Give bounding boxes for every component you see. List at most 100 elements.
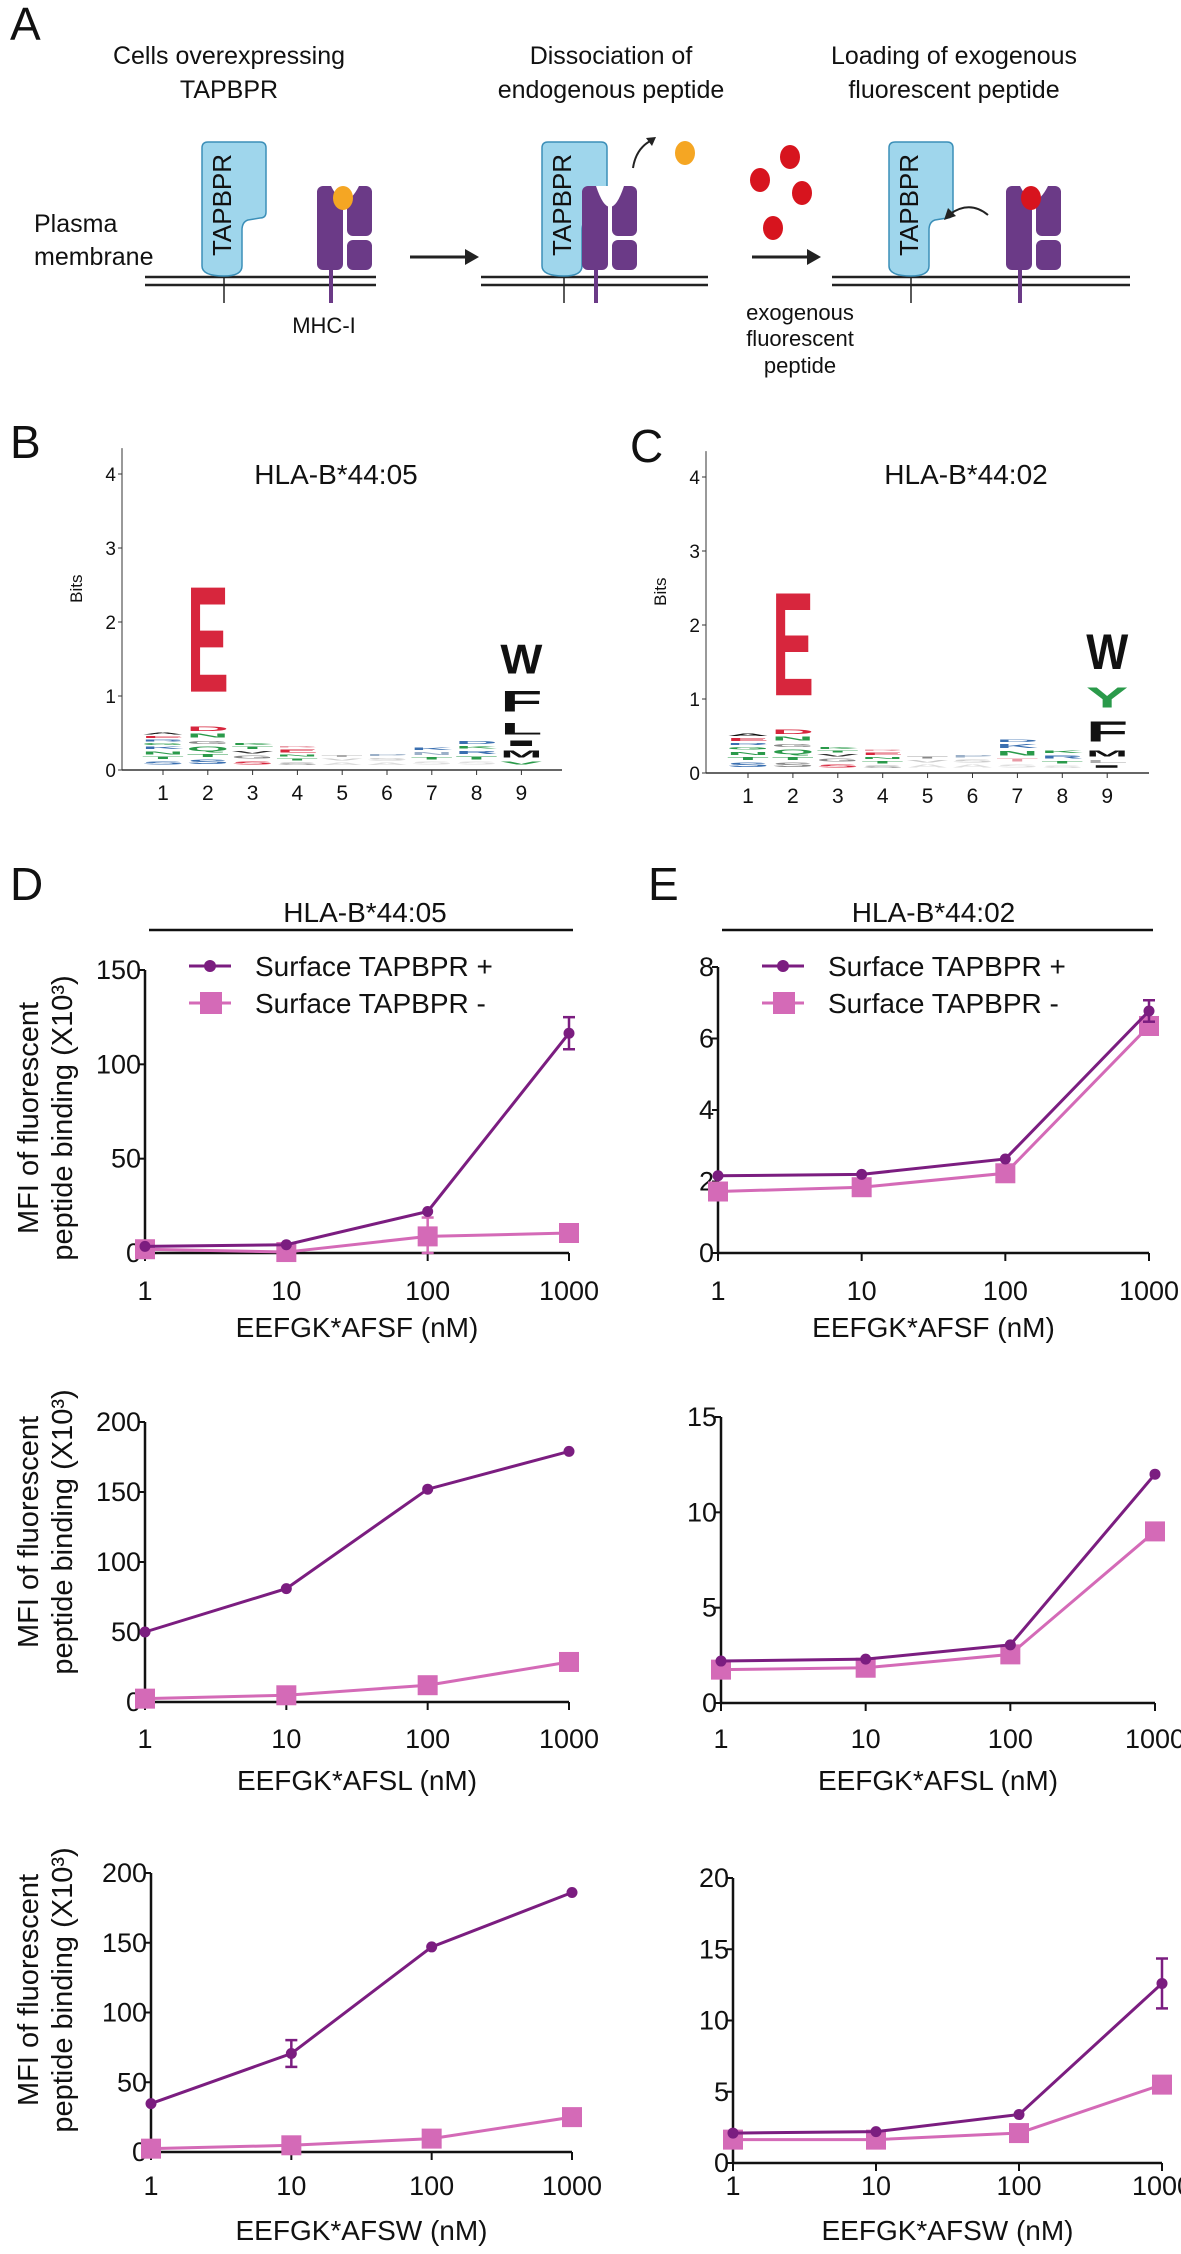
x-tick-label: 100 xyxy=(983,1276,1028,1306)
step3-title-line2: fluorescent peptide xyxy=(848,76,1059,104)
x-tick-label: 10 xyxy=(276,2171,306,2201)
y-axis-label: MFI of fluorescent xyxy=(13,1002,45,1234)
logo-letter: T xyxy=(187,753,229,759)
x-tick-label: 10 xyxy=(271,1724,301,1754)
arrowhead-icon xyxy=(465,249,479,265)
x-tick-label: 100 xyxy=(405,1724,450,1754)
data-point xyxy=(562,2107,582,2128)
y-tick-label: 200 xyxy=(102,1858,147,1888)
x-tick-label: 1 xyxy=(725,2171,740,2201)
data-point xyxy=(139,1240,151,1252)
logo-letter: S xyxy=(862,765,913,769)
data-point xyxy=(708,1181,728,1202)
series-minus xyxy=(723,2074,1172,2150)
y-tick-label: 20 xyxy=(699,1863,729,1893)
legend-label-minus: Surface TAPBPR - xyxy=(828,988,1059,1019)
panel-label-d: D xyxy=(10,858,43,910)
series-line xyxy=(144,1032,571,1248)
x-tick-label: 9 xyxy=(516,782,528,805)
x-tick-label: 2 xyxy=(202,782,214,805)
x-tick-label: 1000 xyxy=(539,1276,599,1306)
data-point xyxy=(1149,1468,1161,1480)
y-tick-label: 0 xyxy=(689,764,700,785)
y-tick-label: 50 xyxy=(111,1617,141,1647)
x-axis-label: EEFGK*AFSL (nM) xyxy=(818,1765,1058,1796)
released-endogenous-peptide xyxy=(675,141,695,165)
logo-letter: D xyxy=(456,740,498,745)
mhc-label: MHC-I xyxy=(292,313,356,338)
x-tick-label: 100 xyxy=(405,1276,450,1306)
logo-letter: V xyxy=(817,754,868,758)
x-tick-label: 4 xyxy=(292,782,304,805)
logo-letter: D xyxy=(187,726,234,733)
logo-letter: K xyxy=(142,746,189,750)
series-line xyxy=(732,1982,1164,2135)
x-tick-label: 100 xyxy=(996,2171,1041,2201)
logo-title: HLA-B*44:02 xyxy=(884,459,1047,490)
mhc-beta2m xyxy=(1036,240,1061,270)
x-tick-label: 1 xyxy=(157,782,169,805)
logo-letter: S xyxy=(232,760,283,766)
panel-a-diagram: Cells overexpressing TAPBPR Dissociation… xyxy=(34,42,1130,378)
logo-letter: L xyxy=(500,720,542,739)
x-tick-label: 1000 xyxy=(539,1724,599,1754)
tapbpr-label: TAPBPR xyxy=(894,154,924,256)
y-tick-label: 6 xyxy=(699,1024,714,1054)
logo-letter: S xyxy=(187,759,229,766)
data-point xyxy=(851,1177,872,1198)
logo-letter: L xyxy=(1086,759,1128,765)
y-tick-label: 0 xyxy=(105,761,116,782)
logo-letter: R xyxy=(727,742,783,746)
series-line xyxy=(720,1530,1156,1672)
panel-label-b: B xyxy=(10,416,41,468)
data-point xyxy=(1152,2074,1172,2095)
series-plus xyxy=(139,1445,575,1638)
logo-letter: S xyxy=(952,758,996,763)
y-axis-label: peptide binding (X10³) xyxy=(47,1847,79,2132)
tapbpr-protein xyxy=(201,141,267,277)
x-tick-label: 100 xyxy=(409,2171,454,2201)
series-minus xyxy=(141,2107,582,2159)
y-tick-label: 0 xyxy=(699,1238,714,1268)
y-tick-label: 100 xyxy=(96,1049,141,1079)
y-axis-label: peptide binding (X10³) xyxy=(47,975,79,1260)
step3-title-line1: Loading of exogenous xyxy=(831,42,1077,70)
logo-letter: K xyxy=(817,747,864,750)
x-tick-label: 1 xyxy=(713,1724,728,1754)
x-axis-label: EEFGK*AFSF (nM) xyxy=(812,1312,1055,1343)
exogenous-peptide xyxy=(763,216,783,240)
data-point xyxy=(559,1223,579,1244)
logo-letter: E xyxy=(187,556,229,725)
data-point xyxy=(422,1483,434,1495)
logo-letter: A xyxy=(321,762,368,766)
legend-label-plus: Surface TAPBPR + xyxy=(828,951,1066,982)
legend-label-plus: Surface TAPBPR + xyxy=(255,951,493,982)
step2-title-line1: Dissociation of xyxy=(530,42,693,70)
logo-letter: E xyxy=(772,562,814,727)
mhc-alpha-domain xyxy=(1036,186,1061,236)
logo-letter: N xyxy=(187,734,229,740)
logo-letter: V xyxy=(907,760,958,764)
series-line xyxy=(144,1660,570,1701)
panel-label-a: A xyxy=(10,0,41,50)
x-tick-label: 7 xyxy=(426,782,438,805)
y-axis-label: MFI of fluorescent xyxy=(13,1416,45,1648)
series-minus xyxy=(135,1216,579,1263)
logo-letter: T xyxy=(727,756,775,761)
y-tick-label: 100 xyxy=(102,1998,147,2028)
logo-letter: M xyxy=(1086,748,1128,758)
y-tick-label: 4 xyxy=(105,465,116,486)
logo-letter: G xyxy=(817,758,867,763)
chart-b: HLA-B*44:0501234Bits1STNKGREA2STQGNDE3SG… xyxy=(67,448,562,805)
y-tick-label: 4 xyxy=(689,468,700,489)
y-tick-label: 15 xyxy=(687,1402,717,1432)
x-tick-label: 6 xyxy=(381,782,393,805)
series-minus xyxy=(135,1651,579,1709)
x-tick-label: 7 xyxy=(1012,785,1024,808)
x-tick-label: 1 xyxy=(137,1724,152,1754)
data-point xyxy=(712,1170,724,1182)
exogenous-peptide xyxy=(780,145,800,169)
y-tick-label: 2 xyxy=(105,613,116,634)
